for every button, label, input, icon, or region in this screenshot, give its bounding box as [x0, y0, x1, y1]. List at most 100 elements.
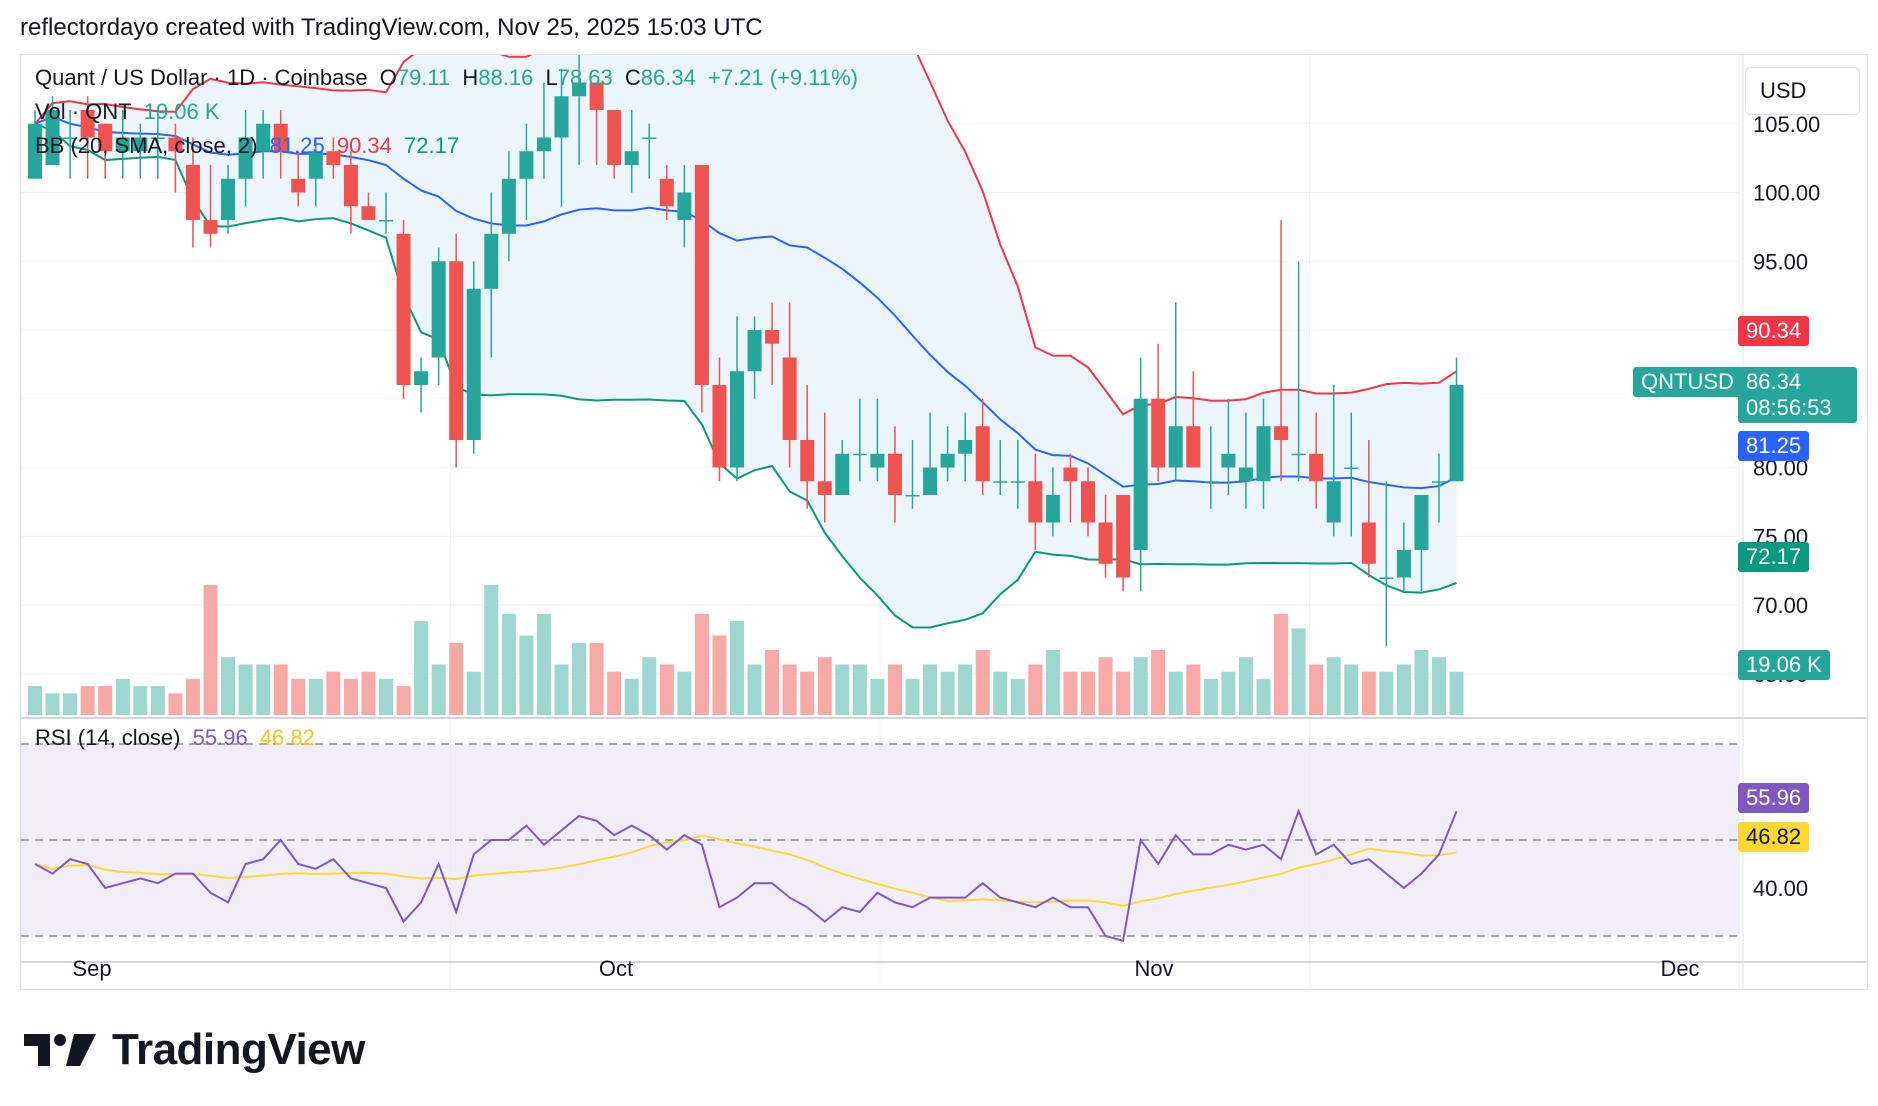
rsi-tick-label: 40.00	[1753, 876, 1808, 901]
volume-bar	[975, 650, 990, 715]
chart-canvas[interactable]: 105.00100.0095.0080.0075.0070.0065.0060.…	[21, 55, 1867, 989]
volume-bar	[1432, 657, 1446, 715]
candle-body	[133, 137, 148, 152]
volume-bar	[1379, 671, 1394, 715]
volume-bar	[642, 657, 657, 715]
candle-body	[1133, 398, 1148, 550]
candle-body	[694, 165, 709, 385]
volume-bar	[905, 678, 920, 715]
volume-bar	[1203, 678, 1218, 715]
volume-bar	[185, 678, 200, 715]
rsi-tag: 55.96	[1738, 783, 1810, 813]
volume-bar	[133, 686, 148, 715]
candle-body	[1116, 495, 1131, 578]
high-value: 88.16	[478, 65, 534, 90]
candle-body	[607, 110, 622, 165]
volume-bar	[379, 678, 393, 715]
bb-lower-tag: 72.17	[1738, 542, 1810, 572]
volume-bar	[677, 671, 692, 715]
candle-body	[431, 261, 446, 358]
candle-body	[712, 385, 727, 468]
volume-bar	[1274, 613, 1289, 715]
candle-body	[589, 82, 604, 110]
volume-bar	[28, 686, 42, 715]
bb-basis-value: 81.25	[269, 133, 325, 158]
candle-body	[115, 137, 130, 152]
candle-body	[730, 371, 744, 468]
last-price: 86.34	[1746, 369, 1802, 394]
volume-bar	[449, 642, 464, 715]
countdown: 08:56:53	[1746, 395, 1832, 420]
rsi-legend[interactable]: RSI (14, close) 55.96 46.82	[35, 725, 321, 751]
symbol-title: Quant / US Dollar · 1D · Coinbase	[35, 65, 368, 90]
volume-bar	[1168, 671, 1183, 715]
volume-bar	[519, 635, 534, 715]
volume-bar	[958, 664, 973, 715]
volume-bar	[1414, 650, 1429, 715]
candle-body	[396, 233, 411, 385]
volume-bar	[80, 686, 95, 715]
volume-bar	[800, 671, 815, 715]
volume-bar	[326, 671, 341, 715]
tradingview-logo[interactable]: TradingView	[22, 1025, 365, 1075]
volume-bar	[624, 678, 639, 715]
bb-lower-value: 72.17	[404, 133, 460, 158]
candle-body	[940, 453, 955, 468]
candle-body	[256, 123, 271, 152]
candle-body	[870, 453, 885, 468]
volume-bar	[589, 642, 604, 715]
candle-body	[238, 137, 253, 179]
volume-legend[interactable]: Vol · QNT 19.06 K	[35, 99, 226, 125]
attribution-text: reflectordayo created with TradingView.c…	[20, 14, 763, 41]
volume-bar	[1326, 657, 1341, 715]
candle-body	[379, 220, 393, 222]
symbol-legend[interactable]: Quant / US Dollar · 1D · Coinbase O79.11…	[35, 65, 864, 91]
candle-body	[484, 233, 499, 289]
volume-bar	[554, 664, 569, 715]
candle-body	[28, 123, 42, 179]
candle-body	[782, 357, 797, 440]
candle-body	[1432, 481, 1446, 483]
candle-body	[1151, 398, 1166, 468]
volume-bar	[343, 678, 358, 715]
candle-body	[1010, 481, 1025, 483]
volume-bar	[291, 678, 306, 715]
candle-body	[765, 330, 780, 344]
bb-basis-line	[34, 115, 1458, 490]
candle-body	[185, 165, 200, 220]
volume-bar	[221, 657, 236, 715]
currency-button[interactable]: USD	[1745, 67, 1860, 115]
candle-body	[98, 123, 113, 152]
x-tick-label: Sep	[72, 956, 111, 981]
candle-body	[361, 206, 376, 220]
candle-body	[624, 151, 639, 165]
rsi-value: 55.96	[192, 725, 248, 750]
chart-panel[interactable]: 105.00100.0095.0080.0075.0070.0065.0060.…	[20, 54, 1868, 990]
candle-body	[993, 481, 1008, 483]
volume-bar	[835, 664, 850, 715]
volume-bar	[747, 664, 762, 715]
candle-body	[45, 110, 60, 165]
candle-body	[221, 178, 236, 220]
volume-bar	[940, 671, 955, 715]
candle-body	[449, 261, 464, 440]
close-value: 86.34	[640, 65, 696, 90]
price-tick-label: 70.00	[1753, 593, 1808, 618]
volume-value: 19.06 K	[143, 99, 220, 124]
bb-legend[interactable]: BB (20, SMA, close, 2) 81.25 90.34 72.17	[35, 133, 465, 159]
candle-body	[536, 137, 551, 152]
price-tick-label: 100.00	[1753, 181, 1820, 206]
volume-tag: 19.06 K	[1738, 650, 1830, 680]
volume-bar	[1361, 671, 1376, 715]
candle-body	[414, 371, 429, 385]
bb-upper-tag: 90.34	[1738, 316, 1810, 346]
volume-bar	[1309, 664, 1324, 715]
volume-bar	[1045, 650, 1060, 715]
price-tick-label: 95.00	[1753, 249, 1808, 274]
candle-body	[554, 96, 569, 138]
candle-body	[1081, 481, 1095, 523]
candle-body	[975, 426, 990, 482]
candle-body	[852, 453, 867, 456]
candle-body	[343, 165, 358, 207]
rsi-ma-tag: 46.82	[1738, 822, 1810, 852]
